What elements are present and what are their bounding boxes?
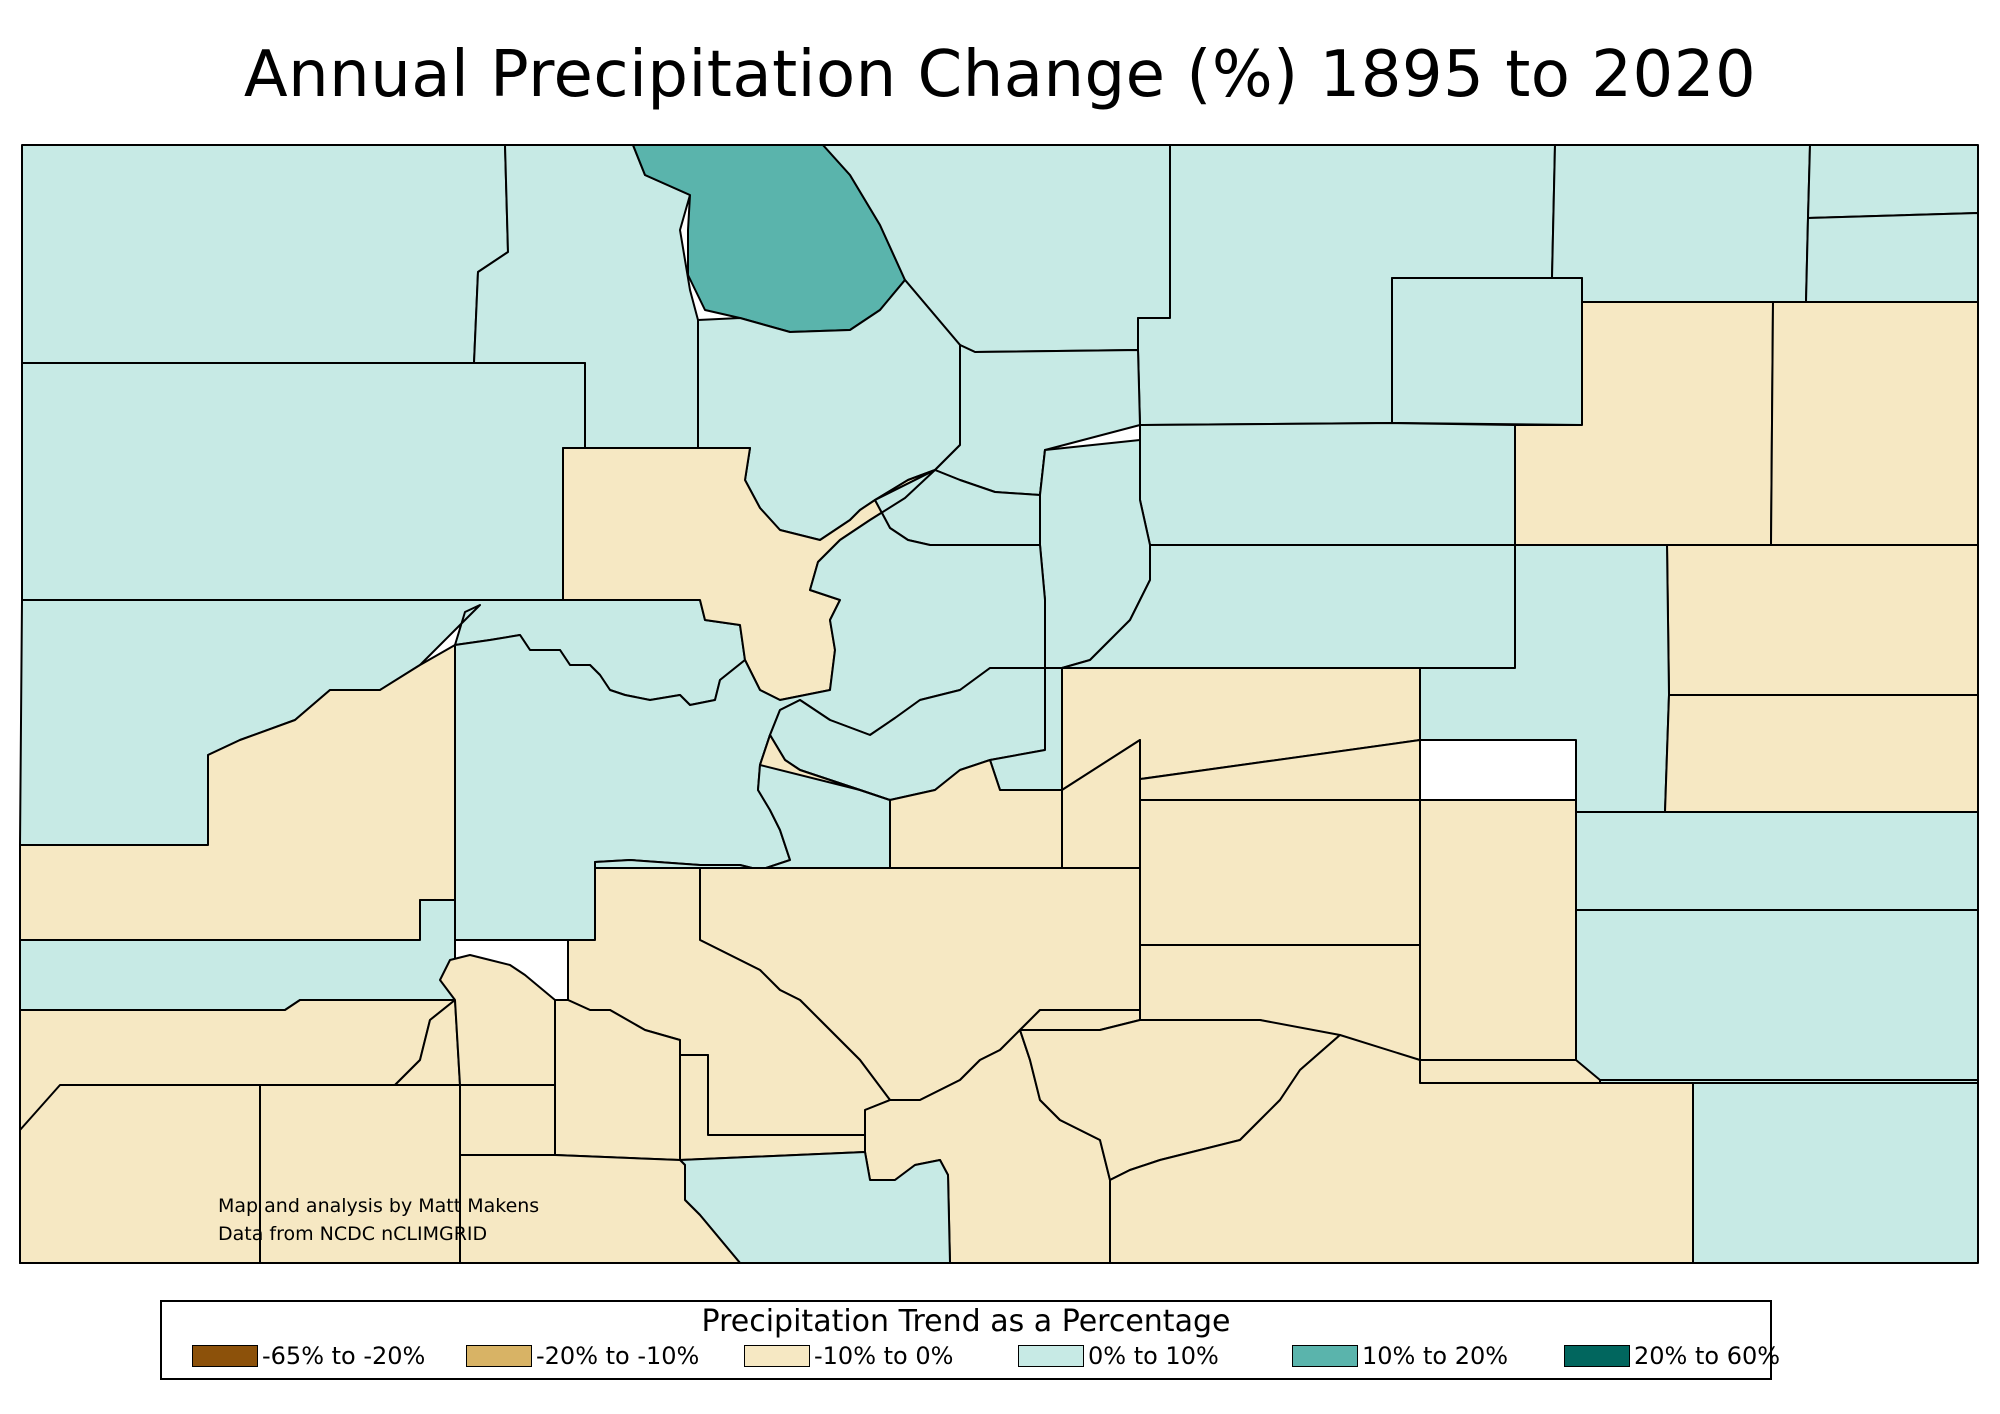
- county-cheyenne: [1664, 694, 1979, 813]
- county-san-juan: [459, 1084, 556, 1156]
- legend-swatch: [1292, 1345, 1358, 1367]
- legend-swatch: [466, 1345, 532, 1367]
- county-baca: [1599, 1082, 1979, 1264]
- legend-item: -10% to 0%: [744, 1342, 953, 1370]
- legend-label: -10% to 0%: [814, 1342, 954, 1370]
- county-hinsdale: [554, 999, 681, 1161]
- county-sedgwick: [1807, 144, 1979, 219]
- credit-author: Map and analysis by Matt Makens: [218, 1195, 540, 1217]
- legend-label: 0% to 10%: [1088, 1342, 1219, 1370]
- legend-item: -65% to -20%: [192, 1342, 425, 1370]
- county-moffat: [21, 144, 509, 364]
- legend-item: -20% to -10%: [466, 1342, 699, 1370]
- county-otero: [1419, 1059, 1601, 1084]
- legend-item: 10% to 20%: [1292, 1342, 1508, 1370]
- county-el-paso: [1139, 799, 1421, 946]
- county-montezuma: [19, 1084, 261, 1264]
- county-crowley: [1419, 799, 1577, 1061]
- legend-item: 20% to 60%: [1564, 1342, 1780, 1370]
- legend-label: 10% to 20%: [1362, 1342, 1509, 1370]
- map-title: Annual Precipitation Change (%) 1895 to …: [243, 38, 1757, 112]
- legend: Precipitation Trend as a Percentage -65%…: [160, 1300, 1780, 1380]
- legend-swatch: [744, 1345, 810, 1367]
- county-archuleta: [459, 1154, 741, 1264]
- county-kiowa: [1575, 811, 1979, 911]
- county-bent: [1575, 909, 1979, 1081]
- legend-items: -65% to -20% -20% to -10% -10% to 0% 0% …: [192, 1342, 1780, 1374]
- county-rio-blanco: [21, 362, 586, 601]
- legend-label: -65% to -20%: [262, 1342, 426, 1370]
- legend-title: Precipitation Trend as a Percentage: [701, 1304, 1231, 1339]
- legend-label: -20% to -10%: [536, 1342, 700, 1370]
- county-yuma: [1770, 301, 1979, 546]
- legend-item: 0% to 10%: [1018, 1342, 1219, 1370]
- county-morgan: [1391, 277, 1583, 426]
- county-adams: [1139, 422, 1516, 546]
- legend-label: 20% to 60%: [1634, 1342, 1781, 1370]
- credit-source: Data from NCDC nCLIMGRID: [218, 1223, 488, 1245]
- legend-swatch: [192, 1345, 258, 1367]
- legend-swatch: [1564, 1345, 1630, 1367]
- legend-swatch: [1018, 1345, 1084, 1367]
- county-phillips: [1805, 212, 1979, 303]
- map-credit: Map and analysis by Matt Makens Data fro…: [218, 1192, 539, 1248]
- county-logan: [1551, 144, 1811, 303]
